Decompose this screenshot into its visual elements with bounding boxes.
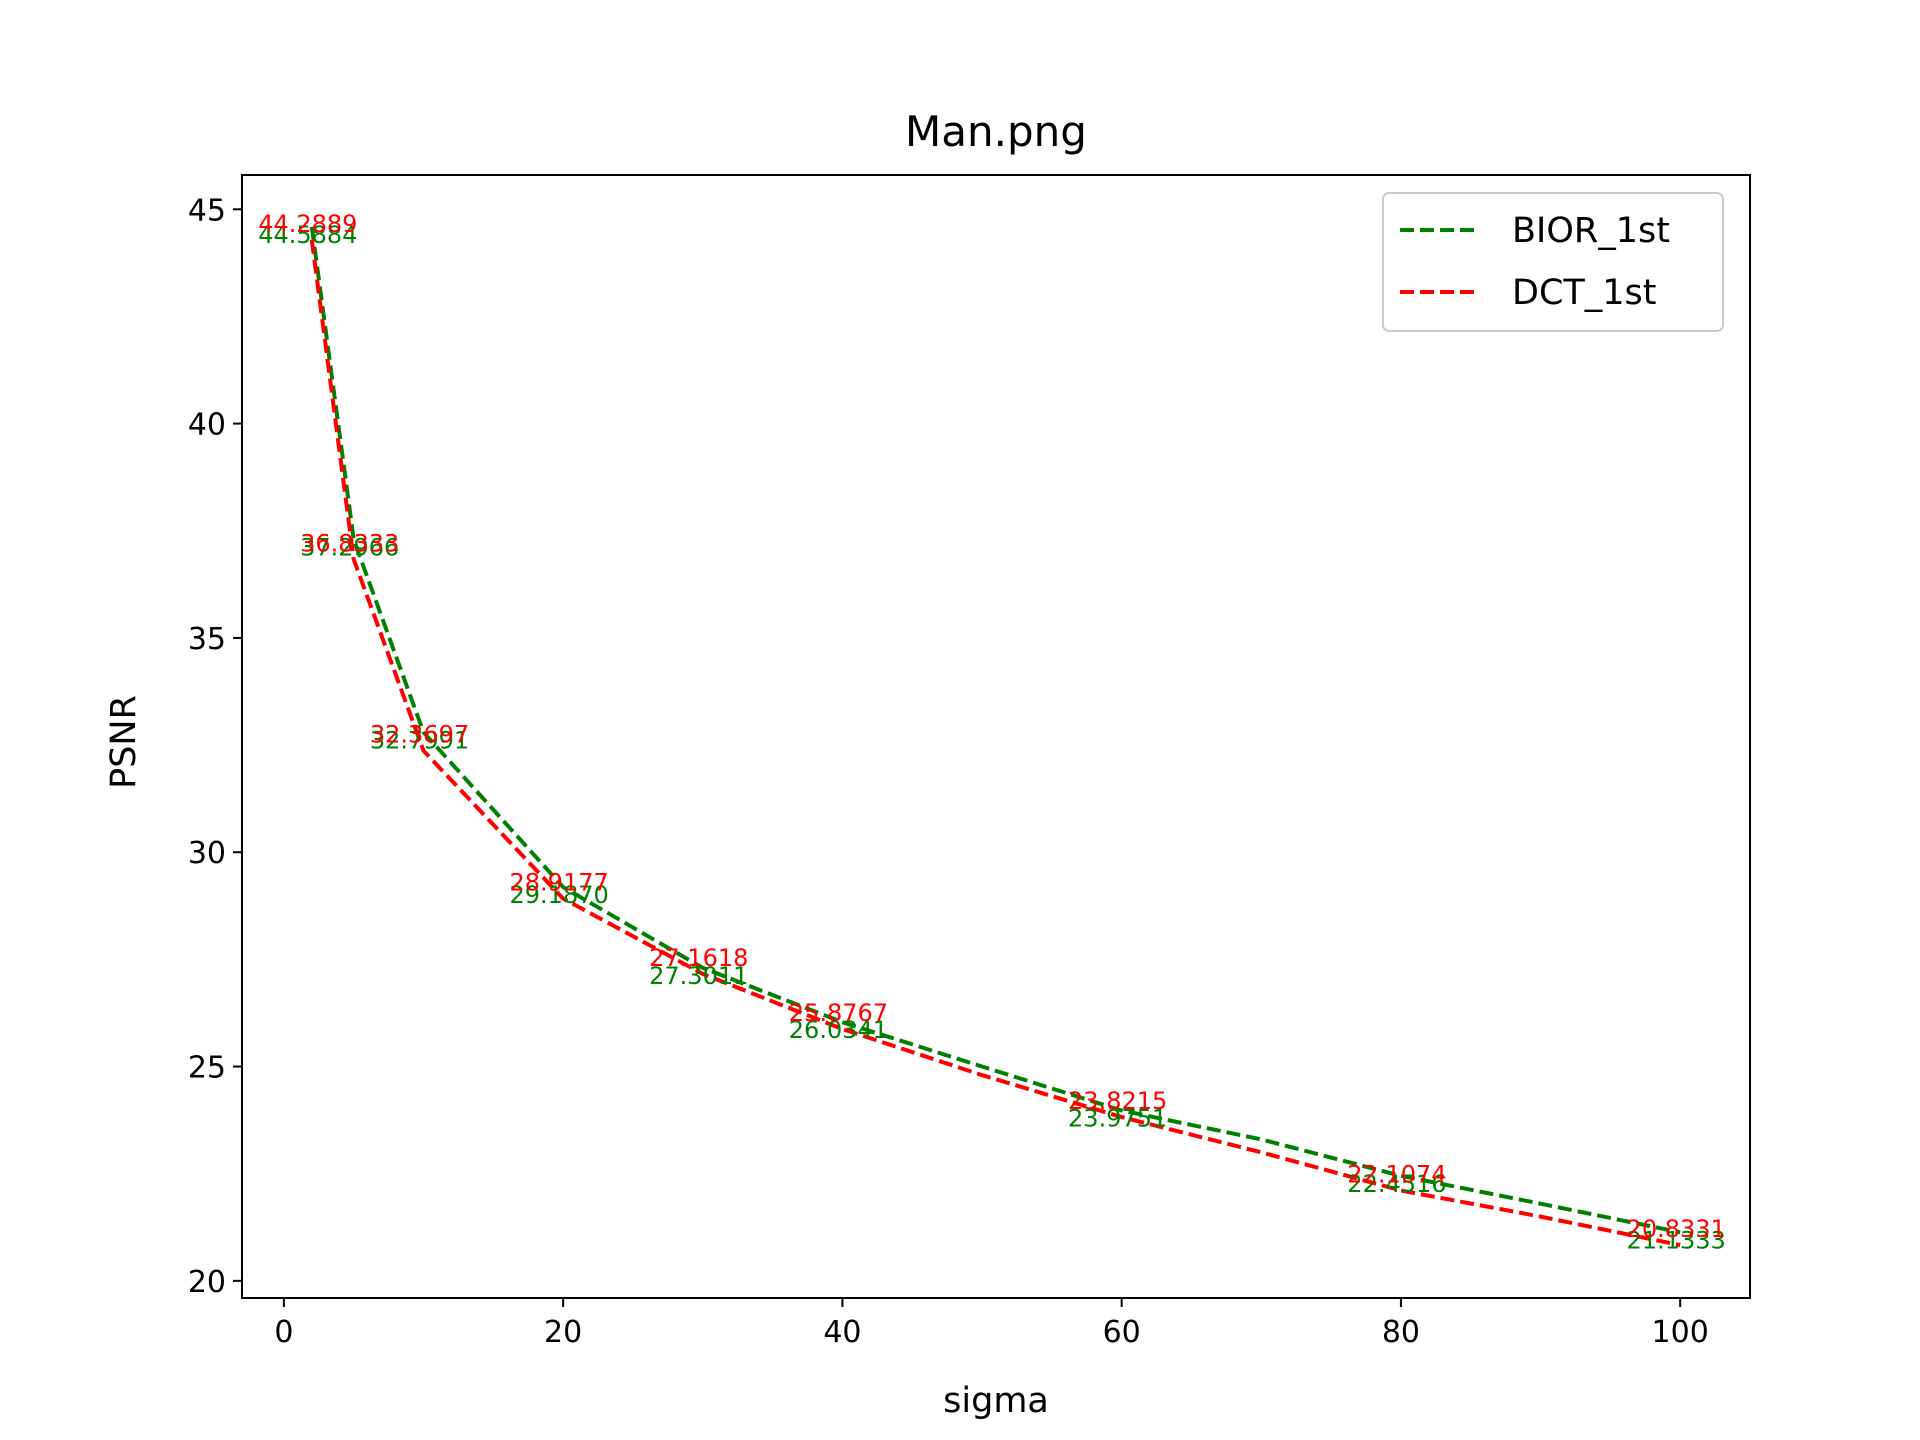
data-label: 27.1618 (649, 944, 748, 972)
data-label: 23.9751 (1068, 1104, 1167, 1132)
data-labels: 44.5884 37.2966 32.7991 29.1870 27.3011 26.03… (258, 210, 1726, 1255)
series-layer (309, 226, 1681, 1248)
y-tick-label: 30 (188, 836, 226, 871)
legend-label: BIOR_1st (1512, 211, 1670, 251)
data-label: 27.3011 (649, 962, 748, 990)
data-label: 32.3697 (370, 721, 469, 749)
data-label: 37.2966 (300, 533, 399, 561)
plot-area (241, 174, 1751, 1299)
data-label: 26.0341 (789, 1016, 888, 1044)
legend-label: DCT_1st (1512, 273, 1657, 313)
x-tick-label: 40 (823, 1315, 861, 1350)
y-tick-label: 20 (188, 1265, 226, 1300)
data-label: 21.1333 (1627, 1226, 1726, 1254)
data-label: 29.1870 (510, 881, 609, 909)
data-label: 28.9177 (510, 869, 609, 897)
data-label: 23.8215 (1068, 1087, 1167, 1115)
data-label: 20.8331 (1627, 1215, 1726, 1243)
x-axis-title: sigma (943, 1381, 1049, 1421)
x-tick-label: 20 (544, 1315, 582, 1350)
y-tick-label: 40 (188, 408, 226, 443)
data-label: 22.1074 (1347, 1161, 1446, 1189)
y-tick-label: 45 (188, 193, 226, 228)
y-tick-label: 35 (188, 622, 226, 657)
data-label: 44.5884 (258, 221, 357, 249)
data-label: 22.4516 (1347, 1170, 1446, 1198)
x-axis: 0 20 40 60 80 100 (274, 1298, 1709, 1350)
y-axis-title: PSNR (104, 695, 144, 789)
data-label: 36.8333 (300, 529, 399, 557)
x-tick-label: 80 (1382, 1315, 1420, 1350)
data-label: 32.7991 (370, 726, 469, 754)
x-tick-label: 60 (1103, 1315, 1141, 1350)
chart-title: Man.png (905, 107, 1087, 156)
series-line-bior-1st (309, 226, 1681, 1235)
series-line-dct-1st (309, 239, 1681, 1248)
y-axis: 20 25 30 35 40 45 (188, 193, 242, 1300)
data-label: 25.8767 (789, 999, 888, 1027)
legend-box (1382, 192, 1724, 332)
data-label: 44.2889 (258, 210, 357, 238)
y-tick-label: 25 (188, 1051, 226, 1086)
legend: BIOR_1st DCT_1st (1382, 192, 1724, 332)
x-tick-label: 100 (1652, 1315, 1709, 1350)
x-tick-label: 0 (274, 1315, 293, 1350)
